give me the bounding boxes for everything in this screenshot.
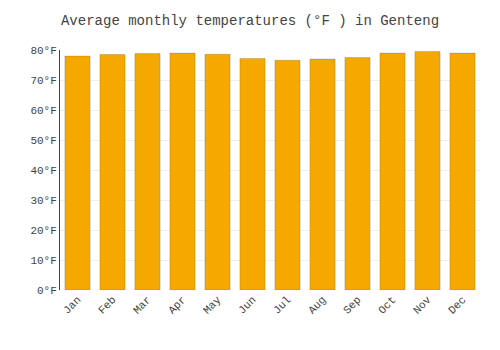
- svg-text:Dec: Dec: [446, 294, 468, 316]
- svg-text:10°F: 10°F: [30, 255, 56, 267]
- svg-text:May: May: [201, 294, 224, 317]
- svg-text:Jan: Jan: [61, 294, 83, 316]
- svg-text:80°F: 80°F: [30, 45, 56, 57]
- svg-text:0°F: 0°F: [37, 285, 57, 297]
- svg-text:Oct: Oct: [376, 294, 398, 316]
- svg-text:50°F: 50°F: [30, 135, 56, 147]
- svg-text:Average monthly temperatures (: Average monthly temperatures (°F ) in Ge…: [61, 13, 439, 29]
- svg-text:70°F: 70°F: [30, 75, 56, 87]
- svg-text:40°F: 40°F: [30, 165, 56, 177]
- svg-text:60°F: 60°F: [30, 105, 56, 117]
- svg-text:Sep: Sep: [341, 294, 363, 316]
- svg-text:30°F: 30°F: [30, 195, 56, 207]
- svg-text:Jul: Jul: [271, 294, 293, 316]
- svg-text:Apr: Apr: [166, 294, 188, 316]
- svg-text:Nov: Nov: [411, 294, 434, 317]
- svg-text:Feb: Feb: [96, 294, 118, 316]
- svg-text:Mar: Mar: [131, 294, 153, 316]
- svg-text:20°F: 20°F: [30, 225, 56, 237]
- svg-text:Aug: Aug: [306, 294, 328, 316]
- svg-text:Jun: Jun: [236, 294, 258, 316]
